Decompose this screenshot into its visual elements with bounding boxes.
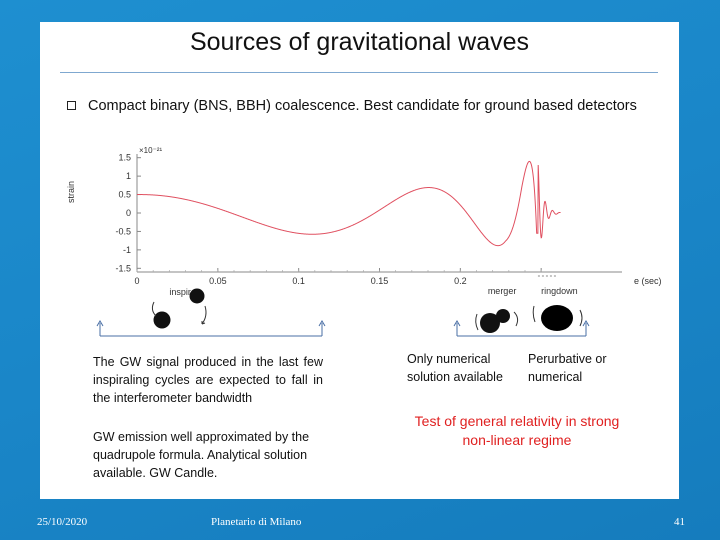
phase-label-ringdown: ringdown [541,286,578,296]
y-tick-label-5: -1 [123,245,131,255]
inspiral-paragraph-2: GW emission well approximated by the qua… [93,430,310,480]
phase-label-inspiral: inspiral [169,287,198,297]
checkbox-bullet-icon [67,101,76,110]
x-tick-label-0: 0 [134,276,139,286]
chart-root: 1.510.50-0.5-1-1.50 0.05 0.1 0.15 0.2strain×… [66,146,662,297]
x-tick-label-3: 0.15 [371,276,389,286]
merger-binary-icon [475,309,519,333]
y-axis-label: strain [66,181,76,203]
title-divider [60,72,658,73]
gr-test-note: Test of general relativity in strong non… [414,413,620,448]
x-tick-label-4: 0.2 [454,276,467,286]
y-tick-label-4: -0.5 [115,226,131,236]
footer-page-number: 41 [674,516,685,528]
phase-label-merger: merger [488,286,517,296]
waveform-line [137,160,561,247]
slide-panel: Sources of gravitational waves Compact b… [40,22,679,499]
ringdown-note: Perurbative or numerical [528,352,607,384]
x-tick-label-1: 0.05 [209,276,227,286]
bullet-text: Compact binary (BNS, BBH) coalescence. B… [88,98,637,114]
inspiral-span-bracket [96,320,326,337]
x-axis-label: e (sec) [634,276,662,286]
y-tick-label-0: 1.5 [118,153,131,163]
inspiral-binary-icon [151,288,207,329]
y-tick-label-1: 1 [126,171,131,181]
merger-note: Only numerical solution available [407,352,503,384]
merger-ringdown-span-bracket [453,320,590,337]
footer-venue: Planetario di Milano [211,516,302,528]
y-tick-label-2: 0.5 [118,190,131,200]
inspiral-paragraph-1: The GW signal produced in the last few i… [93,355,323,405]
waveform-chart: 1.510.50-0.5-1-1.50 0.05 0.1 0.15 0.2strain×… [66,146,662,297]
y-tick-label-3: 0 [126,208,131,218]
x-tick-label-2: 0.1 [292,276,305,286]
ringdown-blackhole-icon [532,305,583,331]
footer-date: 25/10/2020 [37,516,88,528]
slide-title: Sources of gravitational waves [189,28,530,56]
y-tick-label-6: -1.5 [115,263,131,273]
y-axis-exponent: ×10⁻²¹ [139,146,162,155]
